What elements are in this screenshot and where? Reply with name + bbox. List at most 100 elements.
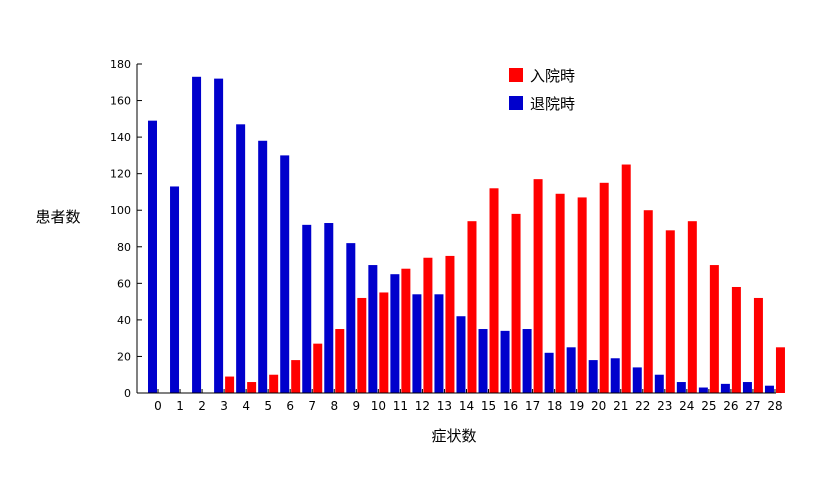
blue-bar	[148, 120, 157, 394]
x-tick-label: 6	[286, 399, 294, 413]
blue-bar	[720, 383, 730, 393]
red-bar	[445, 255, 455, 393]
blue-bar	[368, 265, 378, 393]
blue-bar	[610, 358, 620, 393]
x-tick-label: 12	[415, 399, 430, 413]
blue-bar	[698, 387, 708, 393]
x-tick-label: 9	[352, 399, 360, 413]
x-ticks-layer: 0 1 2 3 4 5 6 7 8 9 10 11 12 13 14 15 16 17 18 19 20 21 22 23 24…	[154, 389, 783, 413]
x-tick-label: 24	[679, 399, 694, 413]
x-tick-label: 25	[701, 399, 716, 413]
blue-bar	[258, 140, 268, 393]
red-bar	[313, 343, 323, 393]
y-tick-label: 40	[117, 314, 131, 327]
blue-bar	[676, 382, 686, 393]
red-bar	[599, 182, 609, 393]
red-bar	[555, 193, 565, 393]
blue-bar	[324, 223, 334, 393]
x-tick-label: 13	[437, 399, 452, 413]
red-bar	[335, 329, 345, 393]
y-tick-label: 20	[117, 350, 131, 363]
y-tick-label: 60	[117, 277, 131, 290]
y-tick-label: 0	[124, 387, 131, 400]
x-tick-label: 14	[459, 399, 474, 413]
red-bar	[577, 197, 587, 393]
x-tick-label: 8	[330, 399, 338, 413]
legend-label: 入院時	[530, 67, 575, 85]
blue-bar	[742, 382, 752, 393]
x-tick-label: 15	[481, 399, 496, 413]
red-bar	[489, 188, 499, 393]
bars-layer	[148, 76, 785, 394]
blue-bar	[588, 360, 598, 393]
x-tick-label: 16	[503, 399, 518, 413]
red-bar	[225, 376, 235, 393]
red-bar	[665, 230, 675, 393]
x-tick-label: 26	[723, 399, 738, 413]
y-tick-label: 80	[117, 241, 131, 254]
red-bar	[731, 286, 741, 393]
x-tick-label: 3	[220, 399, 228, 413]
axes-layer	[136, 64, 776, 394]
y-tick-label: 120	[110, 168, 131, 181]
x-tick-label: 0	[154, 399, 162, 413]
blue-bar	[192, 76, 202, 394]
blue-bar	[280, 155, 290, 393]
y-axis-label: 患者数	[35, 208, 80, 226]
x-tick-label: 23	[657, 399, 672, 413]
red-bar	[467, 221, 477, 393]
legend-swatch	[509, 96, 523, 110]
x-tick-label: 20	[591, 399, 606, 413]
x-tick-label: 11	[393, 399, 408, 413]
y-tick-label: 160	[110, 95, 131, 108]
red-bar	[401, 268, 411, 393]
x-tick-label: 18	[547, 399, 562, 413]
blue-bar	[390, 274, 400, 393]
legend-swatch	[509, 68, 523, 82]
blue-bar	[632, 367, 642, 393]
blue-bar	[214, 78, 224, 393]
x-tick-label: 1	[176, 399, 184, 413]
x-tick-label: 27	[745, 399, 760, 413]
blue-bar	[412, 294, 422, 393]
x-tick-label: 10	[371, 399, 386, 413]
blue-bar	[170, 186, 180, 393]
blue-bar	[764, 385, 774, 393]
blue-bar	[302, 224, 312, 393]
x-tick-label: 21	[613, 399, 628, 413]
red-bar	[709, 265, 719, 393]
x-tick-label: 28	[767, 399, 782, 413]
red-bar	[753, 297, 763, 393]
blue-bar	[654, 374, 664, 393]
y-tick-label: 180	[110, 58, 131, 71]
blue-bar	[236, 124, 246, 394]
blue-bar	[566, 347, 576, 393]
blue-bar	[478, 329, 488, 393]
x-tick-label: 22	[635, 399, 650, 413]
x-tick-label: 17	[525, 399, 540, 413]
red-bar	[533, 179, 543, 393]
x-tick-label: 5	[264, 399, 272, 413]
blue-bar	[456, 316, 466, 393]
legend-label: 退院時	[530, 95, 575, 113]
blue-bar	[500, 330, 510, 393]
blue-bar	[522, 329, 532, 393]
red-bar	[423, 257, 433, 393]
x-tick-label: 4	[242, 399, 250, 413]
y-tick-label: 100	[110, 204, 131, 217]
red-bar	[621, 164, 631, 393]
red-bar	[511, 213, 521, 393]
red-bar	[379, 292, 389, 393]
red-bar	[291, 360, 301, 393]
blue-bar	[434, 294, 444, 393]
x-tick-label: 7	[308, 399, 316, 413]
x-tick-label: 19	[569, 399, 584, 413]
red-bar	[775, 347, 785, 393]
y-ticks-layer: 0 20 40 60 80 100 120 140 160 180	[110, 58, 142, 400]
blue-bar	[346, 243, 356, 393]
red-bar	[357, 297, 367, 393]
red-bar	[687, 221, 697, 393]
